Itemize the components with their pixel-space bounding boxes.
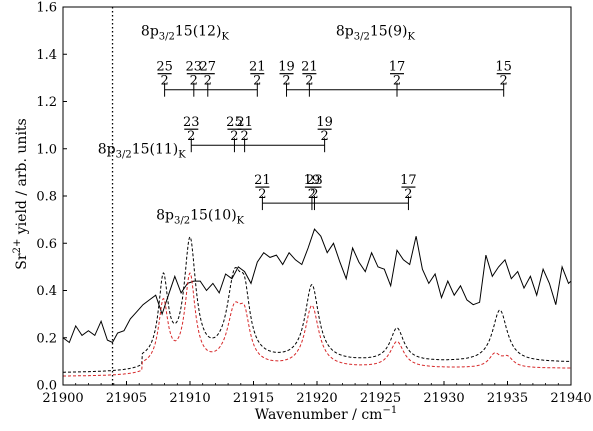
fraction-numerator: 19 <box>316 115 333 130</box>
x-tick-label: 21905 <box>106 391 147 406</box>
x-tick-label: 21910 <box>169 391 210 406</box>
y-tick-label: 0.6 <box>36 237 57 252</box>
x-tick-label: 21915 <box>233 391 274 406</box>
fraction-denominator: 2 <box>305 74 313 89</box>
series-label: 8p3/215(12)K <box>141 23 230 42</box>
fraction-numerator: 15 <box>495 60 512 75</box>
fraction-denominator: 2 <box>190 74 198 89</box>
x-tick-label: 21940 <box>550 391 591 406</box>
fraction-denominator: 2 <box>500 74 508 89</box>
x-tick-label: 21920 <box>296 391 337 406</box>
y-axis-title: Sr2+ yield / arb. units <box>12 118 30 269</box>
fraction-numerator: 19 <box>278 60 295 75</box>
fraction-numerator: 23 <box>186 60 203 75</box>
fraction-denominator: 2 <box>230 129 238 144</box>
fraction-numerator: 23 <box>183 115 200 130</box>
y-tick-label: 1.0 <box>36 142 57 157</box>
fraction-numerator: 21 <box>301 60 318 75</box>
fraction-denominator: 2 <box>160 74 168 89</box>
series-label: 8p3/215(11)K <box>98 141 187 160</box>
y-tick-label: 0.0 <box>36 379 57 394</box>
fraction-numerator: 21 <box>254 173 271 188</box>
y-tick-label: 0.8 <box>36 190 57 205</box>
x-tick-label: 21935 <box>487 391 528 406</box>
fraction-denominator: 2 <box>204 74 212 89</box>
series-label: 8p3/215(10)K <box>156 208 245 227</box>
fraction-denominator: 2 <box>282 74 290 89</box>
y-tick-label: 0.2 <box>36 331 57 346</box>
x-tick-label: 21900 <box>42 391 83 406</box>
series-line-measured <box>63 228 571 344</box>
fraction-denominator: 2 <box>258 187 266 202</box>
fraction-numerator: 23 <box>306 173 323 188</box>
fraction-denominator: 2 <box>187 129 195 144</box>
y-tick-label: 1.6 <box>36 1 57 16</box>
fraction-numerator: 21 <box>249 60 266 75</box>
fraction-denominator: 2 <box>393 74 401 89</box>
y-tick-label: 1.4 <box>36 48 57 63</box>
x-tick-label: 21925 <box>360 391 401 406</box>
fraction-denominator: 2 <box>320 129 328 144</box>
fraction-numerator: 17 <box>389 60 406 75</box>
plot-layer: 2522322722128p3/215(12)K1922121721528p3/… <box>36 1 591 407</box>
fraction-numerator: 21 <box>236 115 253 130</box>
x-axis-title: Wavenumber / cm−1 <box>255 405 397 423</box>
fraction-denominator: 2 <box>404 187 412 202</box>
y-tick-label: 0.4 <box>36 284 57 299</box>
fraction-denominator: 2 <box>310 187 318 202</box>
fraction-numerator: 25 <box>226 115 243 130</box>
series-line-black-dashed <box>63 235 571 373</box>
fraction-denominator: 2 <box>308 187 316 202</box>
series-label: 8p3/215(9)K <box>336 23 416 42</box>
x-tick-label: 21930 <box>423 391 464 406</box>
fraction-numerator: 27 <box>200 60 217 75</box>
fraction-numerator: 25 <box>156 60 173 75</box>
fraction-denominator: 2 <box>240 129 248 144</box>
series-line-red-dashed <box>63 272 571 377</box>
fraction-numerator: 19 <box>304 173 321 188</box>
fraction-numerator: 17 <box>400 173 417 188</box>
y-tick-label: 1.2 <box>36 95 57 110</box>
fraction-denominator: 2 <box>253 74 261 89</box>
